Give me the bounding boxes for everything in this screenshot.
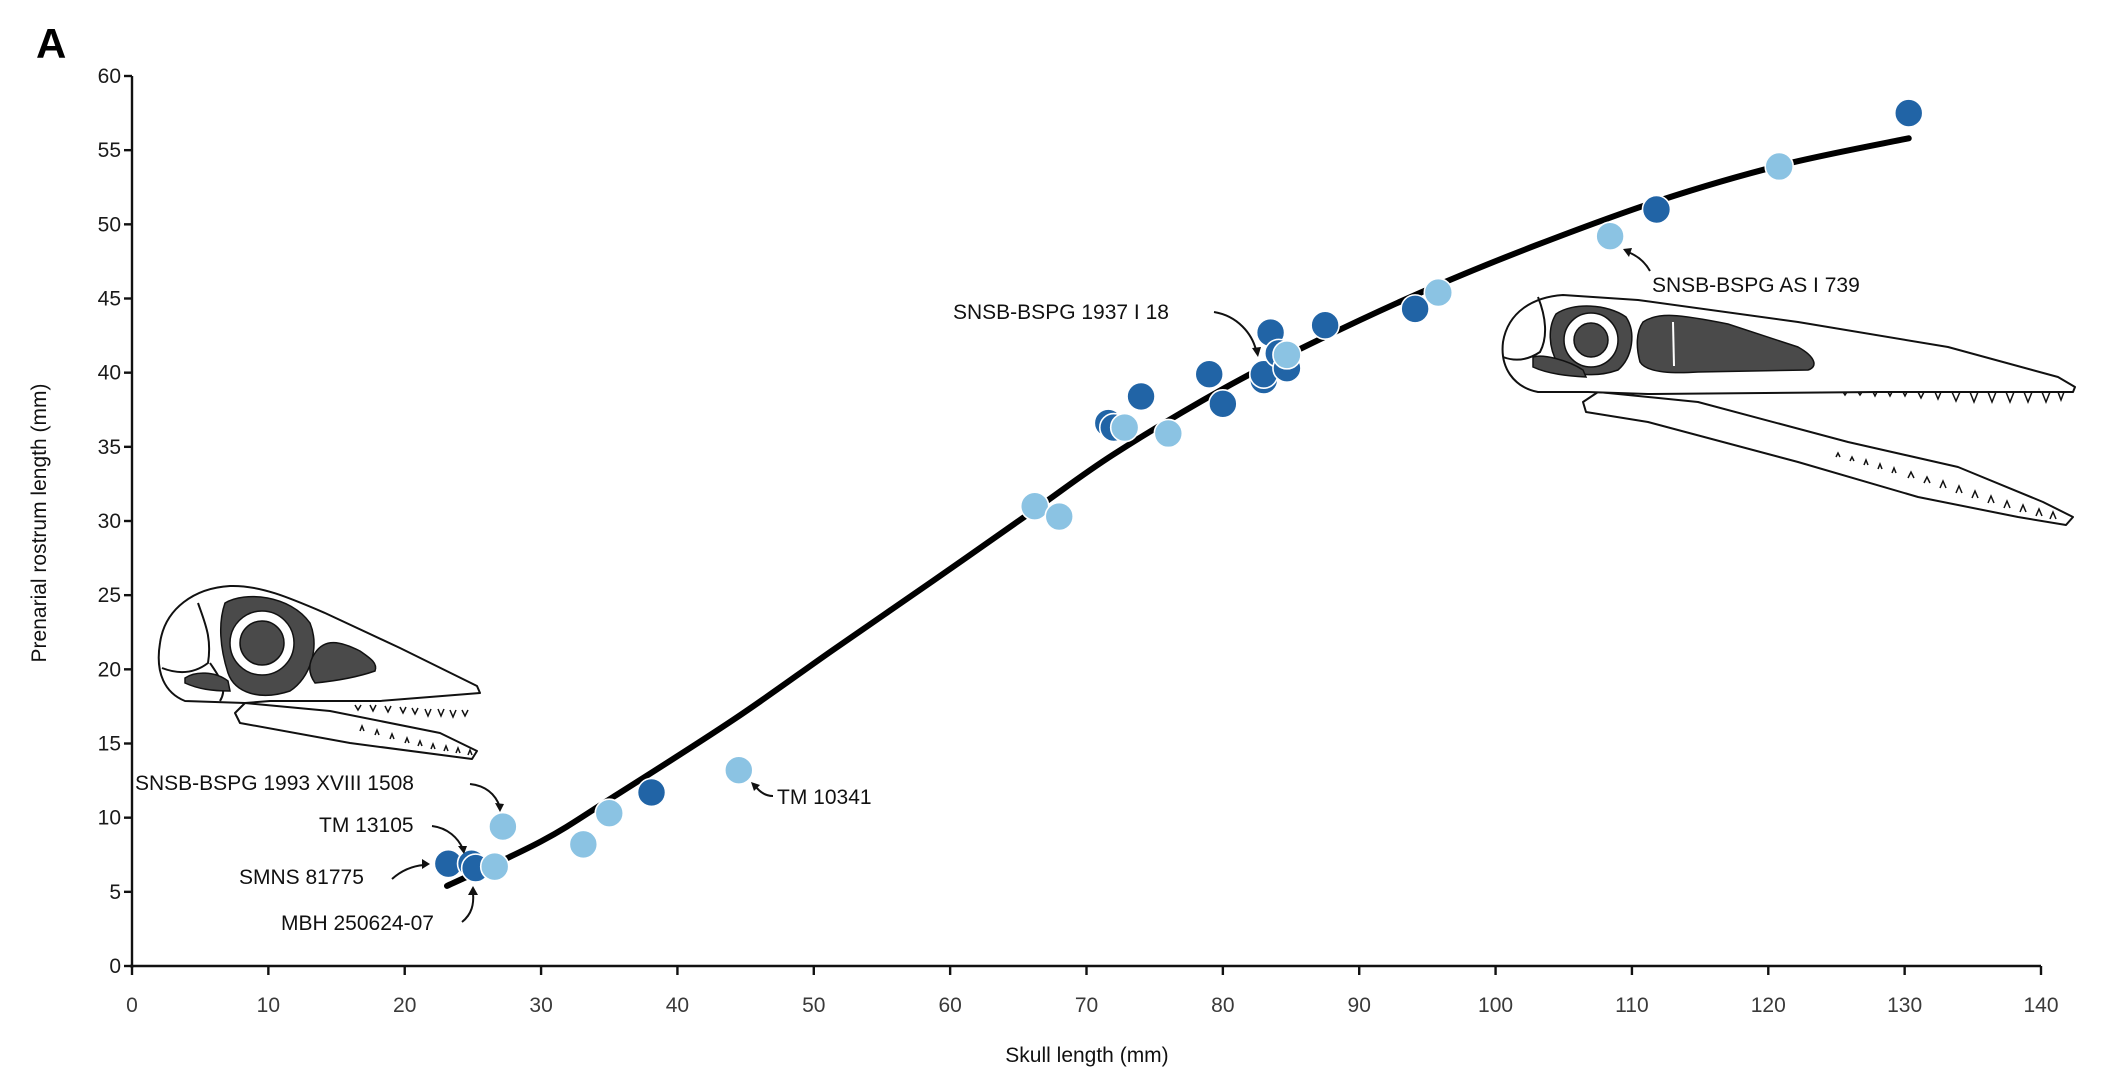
data-point <box>1044 501 1075 532</box>
x-tick-label: 60 <box>938 994 961 1017</box>
x-tick-label: 80 <box>1211 994 1234 1017</box>
arrowhead-icon <box>422 859 430 869</box>
fit-curve <box>443 135 1912 889</box>
data-point <box>479 851 510 882</box>
x-tick-label: 40 <box>666 994 689 1017</box>
y-tick-label: 5 <box>109 881 121 904</box>
x-tick-label: 30 <box>529 994 552 1017</box>
y-tick-label: 30 <box>98 510 121 533</box>
data-point <box>594 798 625 829</box>
arrowhead-icon <box>495 803 504 812</box>
x-tick-label: 130 <box>1887 994 1922 1017</box>
y-tick-label: 25 <box>98 584 121 607</box>
data-point <box>1126 381 1156 412</box>
x-tick-label: 140 <box>2023 994 2058 1017</box>
y-axis-ticks: 0 5 10 15 20 25 30 35 40 45 50 55 60 <box>98 65 132 978</box>
arrow-icon <box>391 864 425 880</box>
arrow-icon <box>1213 311 1257 351</box>
arrowhead-icon <box>1623 248 1632 257</box>
arrowhead-icon <box>1252 347 1261 357</box>
annotation-smns-81775: SMNS 81775 <box>239 866 364 889</box>
y-tick-label: 60 <box>98 65 121 88</box>
x-tick-label: 110 <box>1615 994 1648 1017</box>
small-skull-illustration <box>157 584 481 760</box>
y-tick-label: 55 <box>98 139 121 162</box>
x-axis-title: Skull length (mm) <box>1005 1044 1168 1067</box>
annotations: SNSB-BSPG 1993 XVIII 1508 TM 13105 SMNS … <box>135 248 1860 935</box>
data-point <box>1641 194 1672 225</box>
data-points <box>433 98 1924 883</box>
data-point <box>488 811 518 842</box>
data-point <box>1423 277 1454 308</box>
data-point <box>1310 310 1340 341</box>
data-point <box>1194 359 1225 389</box>
x-axis: 0 10 20 30 40 50 60 70 80 90 100 110 120 130 140 <box>126 964 2059 1017</box>
x-tick-label: 50 <box>802 994 825 1017</box>
annotation-mbh-250624-07: MBH 250624-07 <box>281 912 434 935</box>
data-point <box>723 755 754 786</box>
panel-letter: A <box>36 20 66 67</box>
arrow-icon <box>431 825 464 850</box>
x-tick-label: 70 <box>1075 994 1098 1017</box>
arrowhead-icon <box>468 886 478 895</box>
arrowhead-icon <box>751 782 760 791</box>
annotation-tm-10341: TM 10341 <box>777 786 872 809</box>
data-point <box>1208 389 1238 419</box>
y-tick-label: 50 <box>98 213 121 236</box>
x-axis-ticks: 0 10 20 30 40 50 60 70 80 90 100 110 120 130 140 <box>126 966 2059 1017</box>
large-skull-illustration <box>1501 294 2076 526</box>
y-tick-label: 35 <box>98 436 121 459</box>
y-tick-label: 45 <box>98 288 121 311</box>
y-tick-label: 15 <box>98 733 121 756</box>
data-point <box>1109 412 1140 443</box>
x-tick-label: 20 <box>393 994 416 1017</box>
data-point <box>1595 221 1625 251</box>
x-tick-label: 100 <box>1478 994 1513 1017</box>
data-point <box>636 777 667 808</box>
data-point <box>1272 340 1302 370</box>
x-tick-label: 120 <box>1751 994 1786 1017</box>
arrow-icon <box>1627 251 1651 272</box>
y-tick-label: 40 <box>98 362 121 385</box>
y-tick-label: 20 <box>98 658 121 681</box>
x-tick-label: 90 <box>1348 994 1371 1017</box>
y-tick-label: 0 <box>109 955 121 978</box>
x-tick-label: 10 <box>257 994 280 1017</box>
annotation-snsb-bspg-as-i-739: SNSB-BSPG AS I 739 <box>1652 274 1860 297</box>
arrow-icon <box>755 786 774 797</box>
y-axis-title: Prenarial rostrum length (mm) <box>28 384 51 663</box>
data-point <box>1400 294 1430 324</box>
arrow-icon <box>461 892 475 923</box>
x-tick-label: 0 <box>126 994 138 1017</box>
data-point <box>1764 151 1794 182</box>
annotation-tm-13105: TM 13105 <box>319 814 414 837</box>
data-point <box>1153 418 1184 449</box>
arrowhead-icon <box>458 846 467 854</box>
annotation-snsb-bspg-1993-xviii-1508: SNSB-BSPG 1993 XVIII 1508 <box>135 772 414 795</box>
annotation-snsb-bspg-1937-i-18: SNSB-BSPG 1937 I 18 <box>953 301 1169 324</box>
data-point <box>1893 98 1924 128</box>
data-point <box>568 829 599 860</box>
y-axis: 0 5 10 15 20 25 30 35 40 45 50 55 60 <box>98 65 134 978</box>
y-tick-label: 10 <box>98 807 121 830</box>
